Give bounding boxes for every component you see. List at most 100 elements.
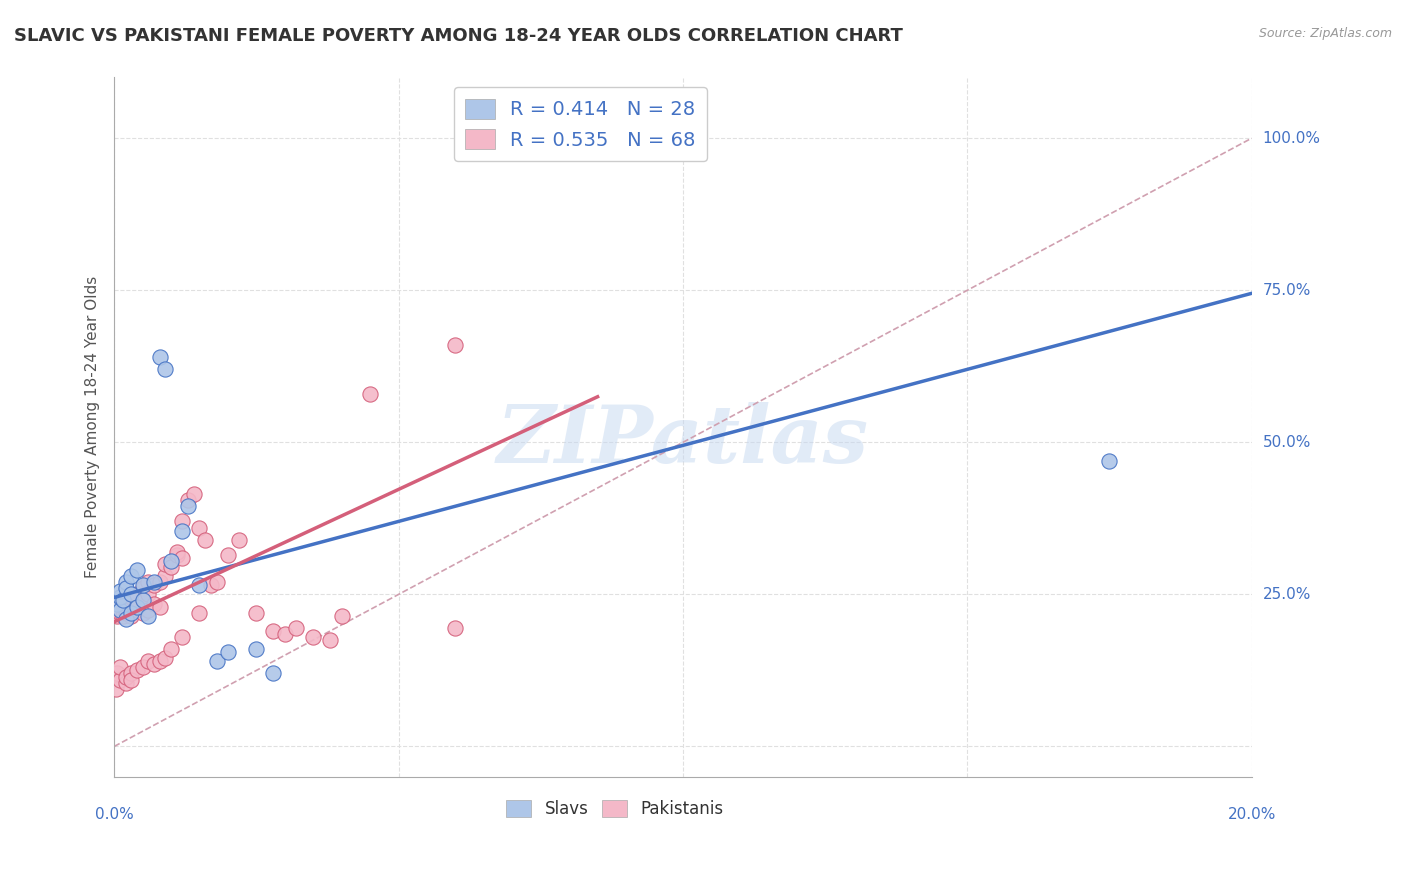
- Point: [166, 548, 188, 562]
- Point: [105, 608, 128, 623]
- Point: [155, 557, 177, 571]
- Text: 50.0%: 50.0%: [1263, 435, 1310, 450]
- Point: [245, 606, 267, 620]
- Point: [160, 560, 183, 574]
- Point: [194, 533, 217, 547]
- Point: [172, 630, 194, 644]
- Point: [108, 660, 131, 674]
- Point: [188, 520, 211, 534]
- Point: [143, 575, 166, 590]
- Point: [136, 608, 159, 623]
- Point: [111, 608, 134, 623]
- Point: [131, 582, 153, 596]
- Point: [125, 563, 148, 577]
- Point: [217, 645, 239, 659]
- Point: [136, 602, 159, 616]
- Point: [131, 593, 153, 607]
- Point: [149, 654, 172, 668]
- Point: [104, 681, 127, 696]
- Point: [188, 578, 211, 592]
- Point: [120, 599, 142, 614]
- Point: [120, 673, 142, 687]
- Point: [125, 602, 148, 616]
- Point: [200, 578, 222, 592]
- Text: 0.0%: 0.0%: [94, 807, 134, 822]
- Point: [108, 597, 131, 611]
- Point: [104, 602, 127, 616]
- Point: [136, 654, 159, 668]
- Point: [177, 493, 200, 508]
- Point: [183, 487, 205, 501]
- Text: 20.0%: 20.0%: [1227, 807, 1275, 822]
- Point: [217, 548, 239, 562]
- Point: [302, 630, 325, 644]
- Point: [131, 660, 153, 674]
- Point: [143, 597, 166, 611]
- Point: [114, 669, 136, 683]
- Point: [114, 575, 136, 590]
- Point: [108, 606, 131, 620]
- Point: [166, 545, 188, 559]
- Point: [274, 627, 297, 641]
- Point: [120, 608, 142, 623]
- Point: [262, 666, 284, 681]
- Point: [131, 606, 153, 620]
- Point: [114, 612, 136, 626]
- Point: [177, 500, 200, 514]
- Text: 100.0%: 100.0%: [1263, 131, 1320, 145]
- Point: [285, 621, 308, 635]
- Point: [108, 591, 131, 605]
- Point: [172, 515, 194, 529]
- Point: [111, 593, 134, 607]
- Point: [120, 591, 142, 605]
- Point: [155, 569, 177, 583]
- Point: [114, 675, 136, 690]
- Point: [444, 621, 467, 635]
- Point: [172, 524, 194, 538]
- Point: [160, 642, 183, 657]
- Point: [160, 554, 183, 568]
- Point: [131, 578, 153, 592]
- Point: [114, 602, 136, 616]
- Point: [120, 569, 142, 583]
- Point: [149, 575, 172, 590]
- Point: [125, 664, 148, 678]
- Point: [125, 587, 148, 601]
- Point: [319, 633, 342, 648]
- Point: [359, 386, 381, 401]
- Point: [105, 666, 128, 681]
- Point: [143, 657, 166, 672]
- Y-axis label: Female Poverty Among 18-24 Year Olds: Female Poverty Among 18-24 Year Olds: [86, 276, 100, 578]
- Point: [143, 578, 166, 592]
- Point: [120, 587, 142, 601]
- Point: [188, 606, 211, 620]
- Point: [108, 602, 131, 616]
- Point: [131, 593, 153, 607]
- Legend: Slavs, Pakistanis: Slavs, Pakistanis: [499, 793, 730, 824]
- Point: [1098, 453, 1121, 467]
- Point: [136, 587, 159, 601]
- Point: [136, 575, 159, 590]
- Point: [172, 550, 194, 565]
- Point: [155, 362, 177, 376]
- Point: [125, 597, 148, 611]
- Point: [120, 606, 142, 620]
- Text: ZIPatlas: ZIPatlas: [496, 402, 869, 480]
- Text: 75.0%: 75.0%: [1263, 283, 1310, 298]
- Point: [108, 591, 131, 605]
- Point: [330, 608, 353, 623]
- Text: 25.0%: 25.0%: [1263, 587, 1310, 602]
- Text: SLAVIC VS PAKISTANI FEMALE POVERTY AMONG 18-24 YEAR OLDS CORRELATION CHART: SLAVIC VS PAKISTANI FEMALE POVERTY AMONG…: [14, 27, 903, 45]
- Point: [125, 599, 148, 614]
- Point: [105, 597, 128, 611]
- Point: [444, 338, 467, 352]
- Point: [114, 582, 136, 596]
- Point: [108, 584, 131, 599]
- Point: [155, 651, 177, 665]
- Point: [262, 624, 284, 638]
- Text: Source: ZipAtlas.com: Source: ZipAtlas.com: [1258, 27, 1392, 40]
- Point: [205, 575, 228, 590]
- Point: [149, 350, 172, 364]
- Point: [205, 654, 228, 668]
- Point: [114, 606, 136, 620]
